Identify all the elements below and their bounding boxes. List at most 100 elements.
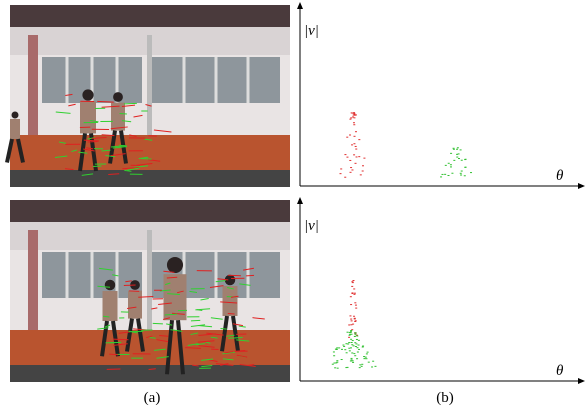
point-decoration	[334, 367, 336, 368]
point-decoration	[336, 347, 338, 348]
motion-vector	[113, 339, 129, 340]
point-decoration	[333, 355, 335, 356]
point-decoration	[346, 137, 348, 138]
person	[113, 92, 123, 102]
point-decoration	[351, 169, 353, 170]
point-decoration	[358, 349, 360, 350]
point-decoration	[461, 160, 463, 161]
point-decoration	[353, 294, 355, 295]
point-decoration	[348, 337, 350, 338]
point-decoration	[351, 352, 353, 353]
point-decoration	[349, 332, 351, 333]
point-decoration	[461, 171, 463, 172]
point-decoration	[368, 362, 370, 363]
point-decoration	[361, 366, 363, 367]
point-decoration	[349, 119, 351, 120]
motion-vector	[221, 328, 227, 329]
point-decoration	[456, 157, 458, 158]
y-axis-label: |v|	[304, 218, 319, 234]
point-decoration	[456, 149, 458, 150]
point-decoration	[358, 345, 360, 346]
point-decoration	[353, 316, 355, 317]
point-decoration	[453, 149, 455, 150]
point-decoration	[445, 165, 447, 166]
point-decoration	[355, 163, 357, 164]
point-decoration	[347, 332, 349, 333]
point-decoration	[352, 280, 354, 281]
point-decoration	[353, 115, 355, 116]
point-decoration	[341, 359, 343, 360]
point-decoration	[354, 302, 356, 303]
point-decoration	[350, 361, 352, 362]
motion-vector	[141, 158, 152, 159]
point-decoration	[365, 358, 367, 359]
point-decoration	[350, 167, 352, 168]
point-decoration	[355, 346, 357, 347]
point-decoration	[356, 339, 358, 340]
point-decoration	[355, 114, 357, 115]
point-decoration	[354, 342, 356, 343]
point-decoration	[358, 139, 360, 140]
figure: |v| θ |v| θ (a) (b)	[0, 0, 586, 408]
point-decoration	[342, 345, 344, 346]
point-decoration	[356, 358, 358, 359]
point-decoration	[350, 331, 352, 332]
point-decoration	[347, 367, 349, 368]
point-decoration	[353, 117, 355, 118]
point-decoration	[458, 158, 460, 159]
person	[10, 119, 20, 139]
motion-vector	[124, 103, 137, 104]
point-decoration	[450, 166, 452, 167]
point-decoration	[464, 175, 466, 176]
point-decoration	[358, 156, 360, 157]
point-decoration	[360, 174, 362, 175]
point-decoration	[354, 355, 356, 356]
point-decoration	[352, 324, 354, 325]
point-decoration	[354, 318, 356, 319]
point-decoration	[350, 319, 352, 320]
point-decoration	[349, 350, 351, 351]
point-decoration	[351, 281, 353, 282]
point-decoration	[350, 339, 352, 340]
point-decoration	[355, 146, 357, 147]
point-decoration	[354, 293, 356, 294]
point-decoration	[347, 343, 349, 344]
x-axis-label: θ	[556, 363, 564, 379]
point-decoration	[350, 296, 352, 297]
point-decoration	[355, 320, 357, 321]
point-decoration	[457, 147, 459, 148]
point-decoration	[349, 160, 351, 161]
point-decoration	[362, 171, 364, 172]
person	[12, 112, 19, 119]
point-decoration	[344, 177, 346, 178]
point-decoration	[355, 149, 357, 150]
person	[80, 101, 96, 133]
point-decoration	[354, 336, 356, 337]
point-decoration	[350, 172, 352, 173]
point-decoration	[352, 360, 354, 361]
motion-vector	[120, 114, 127, 115]
point-decoration	[352, 113, 354, 114]
point-decoration	[464, 167, 466, 168]
point-decoration	[361, 364, 363, 365]
point-decoration	[333, 363, 335, 364]
point-decoration	[351, 286, 353, 287]
motion-vector	[103, 316, 109, 317]
person	[82, 89, 93, 100]
person	[105, 280, 116, 291]
point-decoration	[450, 164, 452, 165]
point-decoration	[340, 168, 342, 169]
point-decoration	[365, 357, 367, 358]
point-decoration	[362, 346, 364, 347]
point-decoration	[352, 282, 354, 283]
point-decoration	[442, 174, 444, 175]
point-decoration	[362, 347, 364, 348]
point-decoration	[453, 160, 455, 161]
point-decoration	[358, 340, 360, 341]
point-decoration	[460, 149, 462, 150]
person	[223, 286, 238, 316]
point-decoration	[456, 154, 458, 155]
point-decoration	[337, 368, 339, 369]
x-axis-label: θ	[556, 168, 564, 184]
point-decoration	[338, 347, 340, 348]
